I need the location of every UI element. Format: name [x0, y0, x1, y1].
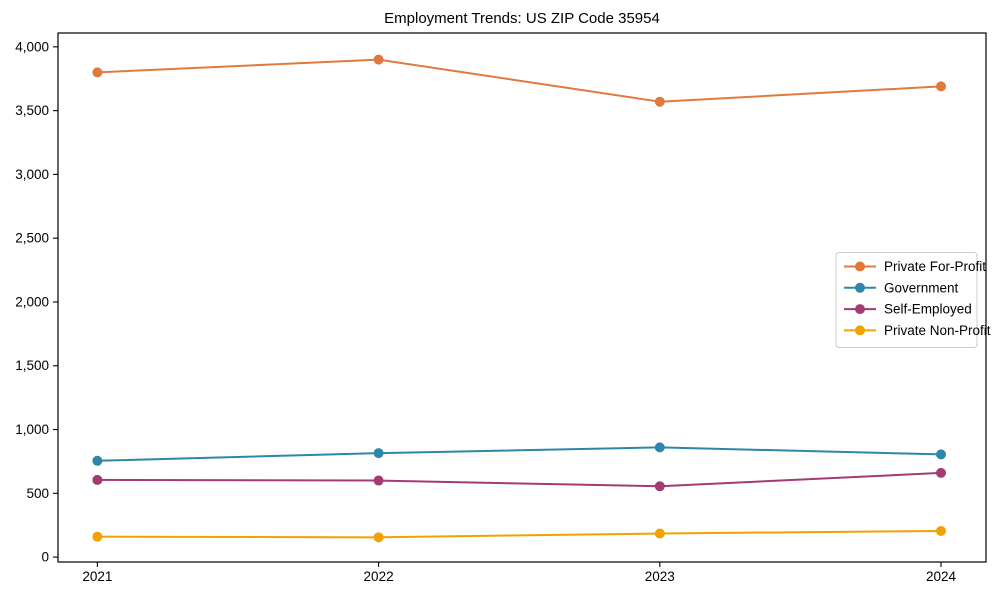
y-tick-label: 2,500 — [15, 231, 49, 246]
data-point-marker — [373, 532, 384, 543]
data-point-marker — [92, 474, 103, 485]
legend-box — [835, 252, 978, 348]
legend-label: Self-Employed — [884, 302, 972, 317]
legend-label: Government — [884, 280, 959, 295]
data-point-marker — [936, 467, 947, 478]
legend-marker-icon — [855, 304, 865, 315]
data-point-marker — [936, 81, 947, 92]
legend-label: Private Non-Profit — [884, 323, 991, 338]
y-tick-label: 500 — [26, 486, 49, 501]
legend-marker-icon — [855, 282, 865, 293]
series-self-employed — [92, 467, 947, 492]
y-tick-label: 3,000 — [15, 167, 49, 182]
legend-item-private-non-profit: Private Non-Profit — [844, 323, 991, 338]
legend-item-government: Government — [844, 280, 959, 295]
series-private-non-profit — [92, 525, 947, 543]
series-line — [97, 529, 942, 539]
data-point-marker — [654, 528, 665, 539]
series-line — [97, 58, 942, 103]
y-tick-label: 1,500 — [15, 358, 49, 373]
series-line — [97, 471, 942, 488]
data-point-marker — [654, 442, 665, 453]
data-point-marker — [373, 448, 384, 459]
x-tick-label: 2022 — [364, 569, 394, 584]
y-tick-label: 4,000 — [15, 39, 49, 54]
data-point-marker — [92, 67, 103, 78]
plot-area: 0 500 1,000 1,500 2,000 2,500 3,000 3,500 4,000 2… — [15, 32, 991, 584]
data-point-marker — [654, 481, 665, 492]
y-tick-label: 2,000 — [15, 294, 49, 309]
data-point-marker — [373, 54, 384, 65]
data-point-marker — [654, 96, 665, 107]
y-tick-label: 0 — [41, 550, 49, 565]
legend-item-private-for-profit: Private For-Profit — [844, 259, 986, 274]
axes-border — [57, 32, 987, 563]
data-point-marker — [936, 449, 947, 460]
series-line — [97, 446, 942, 462]
y-tick-label: 1,000 — [15, 422, 49, 437]
legend: Private For-Profit Government Self-Employe… — [835, 252, 991, 348]
chart-title: Employment Trends: US ZIP Code 35954 — [384, 10, 660, 27]
x-tick-label: 2021 — [82, 569, 112, 584]
legend-marker-icon — [855, 261, 865, 272]
data-point-marker — [92, 531, 103, 542]
x-tick-label: 2023 — [645, 569, 675, 584]
x-tick-label: 2024 — [926, 569, 957, 584]
legend-marker-icon — [855, 325, 865, 336]
legend-item-self-employed: Self-Employed — [844, 302, 972, 317]
series-government — [92, 442, 947, 466]
data-point-marker — [92, 455, 103, 466]
y-tick-label: 3,500 — [15, 103, 49, 118]
legend-label: Private For-Profit — [884, 259, 986, 274]
data-point-marker — [373, 475, 384, 486]
data-point-marker — [936, 525, 947, 536]
series-private-for-profit — [92, 54, 947, 107]
